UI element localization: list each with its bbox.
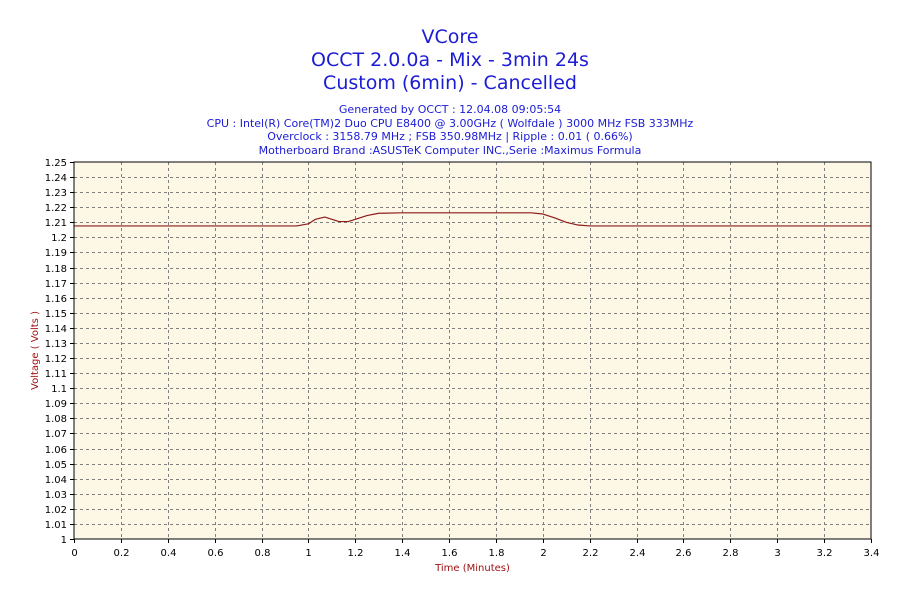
y-tick-label: 1.14	[45, 324, 67, 335]
y-tick-label: 1.24	[45, 173, 67, 184]
x-tick-label: 3	[774, 548, 780, 559]
y-tick-label: 1.04	[45, 475, 67, 486]
y-tick-label: 1.19	[45, 248, 67, 259]
x-tick-label: 0	[71, 548, 77, 559]
x-tick-label: 3.2	[817, 548, 833, 559]
x-tick-label: 3.4	[864, 548, 880, 559]
y-tick-label: 1.2	[51, 233, 67, 244]
x-tick-label: 1	[305, 548, 311, 559]
y-tick-label: 1.08	[45, 414, 67, 425]
y-axis-ticks: 1 1.01 1.02 1.03 1.04 1.05 1.06 1.07 1.08 1.09 1.1…	[45, 158, 74, 546]
overclock-line: Overclock : 3158.79 MHz ; FSB 350.98MHz …	[267, 130, 633, 143]
grid-lines	[74, 162, 871, 539]
y-tick-label: 1.23	[45, 188, 67, 199]
y-tick-label: 1.05	[45, 460, 67, 471]
x-tick-label: 2.4	[630, 548, 646, 559]
y-tick-label: 1.09	[45, 399, 67, 410]
vcore-series-line	[74, 212, 871, 227]
y-tick-label: 1.12	[45, 354, 67, 365]
x-tick-label: 2	[540, 548, 546, 559]
y-tick-label: 1.1	[51, 384, 67, 395]
y-tick-label: 1.25	[45, 158, 67, 169]
y-tick-label: 1.07	[45, 429, 67, 440]
y-tick-label: 1.06	[45, 445, 67, 456]
cpu-line: CPU : Intel(R) Core(TM)2 Duo CPU E8400 @…	[206, 116, 694, 130]
y-tick-label: 1.18	[45, 264, 67, 275]
motherboard-line: Motherboard Brand :ASUSTeK Computer INC.…	[258, 143, 642, 157]
plot-area	[74, 162, 871, 539]
x-tick-label: 1.6	[442, 548, 458, 559]
x-tick-label: 1.8	[489, 548, 505, 559]
y-tick-label: 1.15	[45, 309, 67, 320]
y-tick-label: 1.17	[45, 279, 67, 290]
x-tick-label: 1.4	[395, 548, 411, 559]
x-tick-label: 1.2	[348, 548, 364, 559]
chart-title: VCore	[421, 26, 479, 48]
y-tick-label: 1.03	[45, 490, 67, 501]
y-tick-label: 1.16	[45, 294, 67, 305]
x-tick-label: 0.2	[114, 548, 130, 559]
x-tick-label: 2.2	[583, 548, 599, 559]
y-tick-label: 1.01	[45, 520, 67, 531]
system-info: Generated by OCCT : 12.04.08 09:05:54 CP…	[0, 103, 900, 157]
x-tick-label: 0.6	[208, 548, 224, 559]
x-axis-ticks: 0 0.2 0.4 0.6 0.8 1 1.2 1.4 1.6 1.8 2 2.2 2.4 2.6 2.8 3…	[71, 539, 879, 559]
y-tick-label: 1.22	[45, 203, 67, 214]
x-tick-label: 2.8	[723, 548, 739, 559]
chart-subtitle-mode: Custom (6min) - Cancelled	[323, 72, 577, 94]
y-tick-label: 1.13	[45, 339, 67, 350]
title-block: VCore OCCT 2.0.0a - Mix - 3min 24s Custo…	[0, 26, 900, 95]
x-axis-title: Time (Minutes)	[434, 563, 510, 574]
x-tick-label: 0.8	[255, 548, 271, 559]
x-tick-label: 0.4	[161, 548, 177, 559]
y-tick-label: 1	[61, 535, 67, 546]
y-axis-title: Voltage ( Volts )	[30, 311, 41, 390]
y-tick-label: 1.21	[45, 218, 67, 229]
y-tick-label: 1.02	[45, 505, 67, 516]
plot-frame	[73, 161, 872, 540]
y-tick-label: 1.11	[45, 369, 67, 380]
x-tick-label: 2.6	[676, 548, 692, 559]
generated-line: Generated by OCCT : 12.04.08 09:05:54	[338, 103, 562, 116]
chart-subtitle-test: OCCT 2.0.0a - Mix - 3min 24s	[311, 49, 589, 71]
